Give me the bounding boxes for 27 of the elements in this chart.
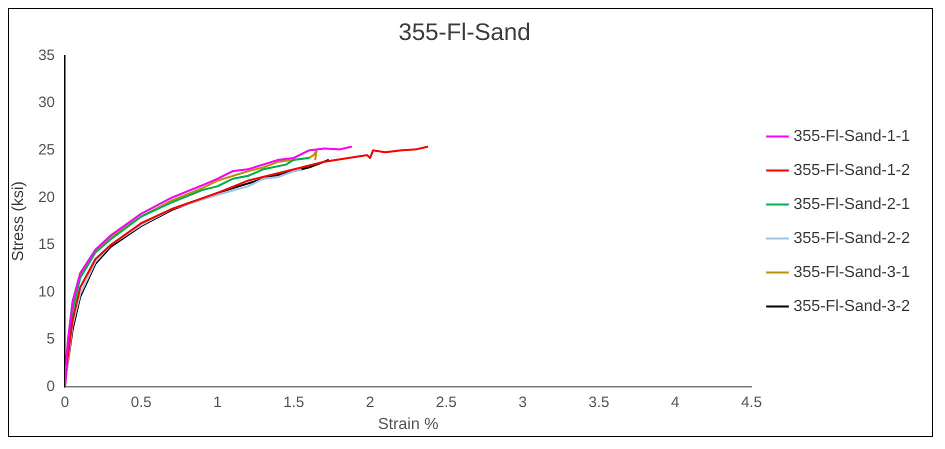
- x-tick-label: 2: [366, 394, 374, 411]
- x-tick-label: 0.5: [130, 394, 152, 411]
- y-tick-label: 15: [38, 236, 55, 254]
- legend-label: 355-Fl-Sand-2-2: [794, 230, 910, 247]
- legend-label: 355-Fl-Sand-1-1: [794, 128, 910, 145]
- x-tick-label: 4: [671, 394, 680, 411]
- y-tick-label: 5: [46, 330, 55, 348]
- y-tick-label: 20: [38, 188, 55, 206]
- x-tick-label: 2.5: [436, 394, 457, 411]
- y-tick-label: 0: [46, 378, 55, 395]
- x-tick-label: 4.5: [741, 394, 762, 411]
- x-tick-label: 1.5: [283, 394, 304, 411]
- y-tick-label: 35: [38, 46, 55, 64]
- x-tick-label: 3.5: [588, 394, 610, 411]
- chart-title: 355-Fl-Sand: [398, 19, 531, 46]
- y-axis-title: Stress (ksi): [10, 181, 28, 262]
- x-axis-title: Strain %: [378, 416, 438, 433]
- legend-label: 355-Fl-Sand-2-1: [794, 196, 910, 213]
- legend-label: 355-Fl-Sand-3-1: [794, 264, 910, 281]
- legend-label: 355-Fl-Sand-1-2: [794, 162, 910, 179]
- y-tick-label: 25: [38, 142, 55, 159]
- x-tick-label: 3: [518, 394, 527, 411]
- y-tick-label: 30: [38, 94, 55, 112]
- legend-label: 355-Fl-Sand-3-2: [794, 298, 910, 315]
- x-tick-label: 0: [60, 394, 70, 411]
- x-tick-label: 1: [213, 394, 222, 411]
- y-tick-label: 10: [38, 283, 55, 300]
